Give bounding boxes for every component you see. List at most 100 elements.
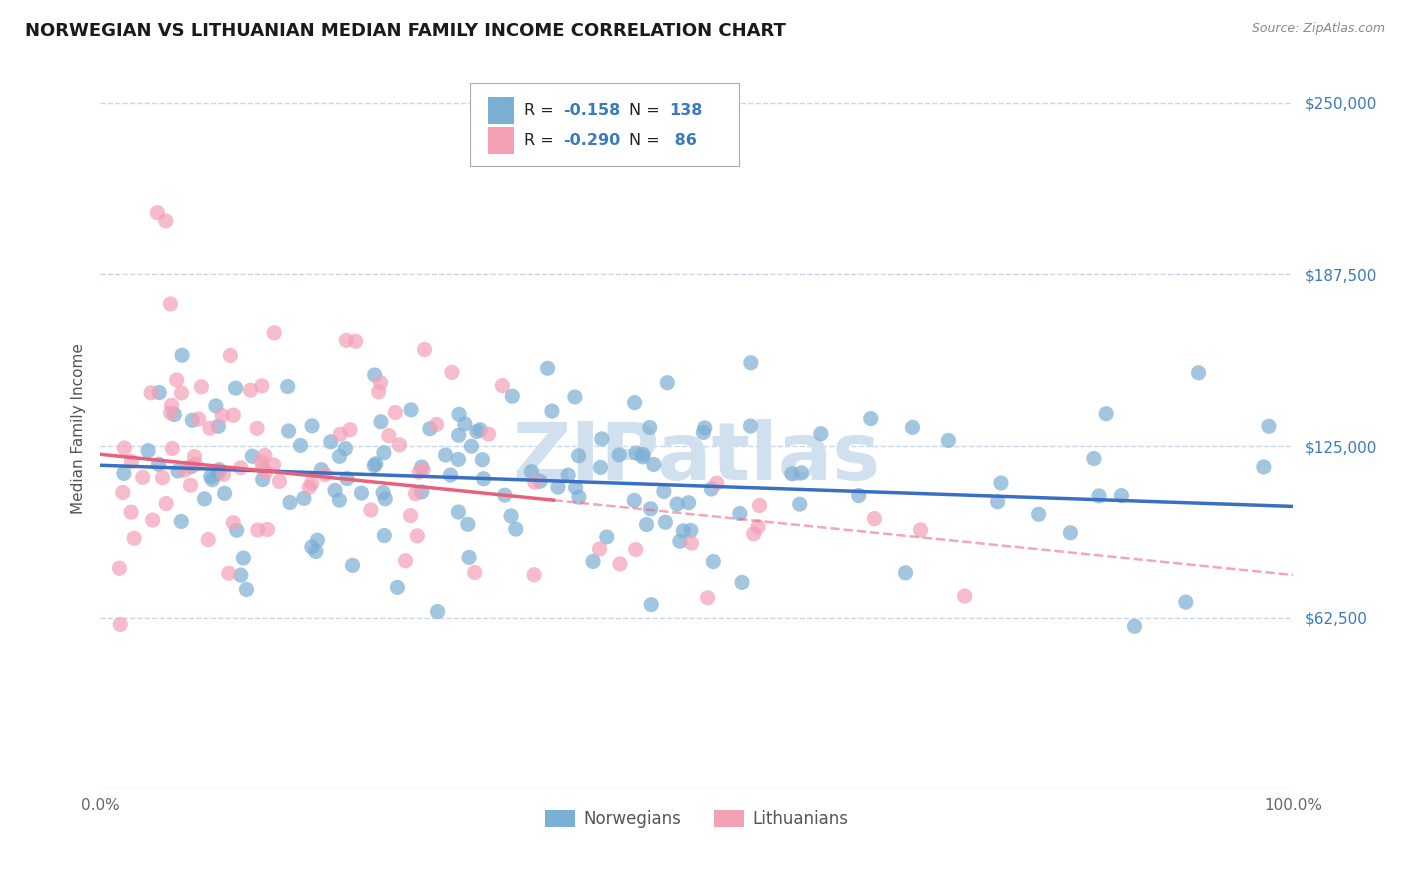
Point [747, 520, 769, 534]
Point [277, 424, 299, 438]
Point [447, 505, 470, 519]
Point [464, 566, 486, 580]
Point [541, 404, 564, 418]
Point [328, 493, 350, 508]
Point [167, 464, 190, 478]
Point [1095, 407, 1118, 421]
Point [374, 491, 396, 506]
Point [222, 408, 245, 422]
Point [624, 542, 647, 557]
Point [1028, 507, 1050, 521]
Legend: Norwegians, Lithuanians: Norwegians, Lithuanians [538, 804, 855, 835]
Point [654, 515, 676, 529]
Point [148, 457, 170, 471]
Point [863, 511, 886, 525]
Point [207, 419, 229, 434]
Point [246, 421, 269, 435]
Point [235, 582, 257, 597]
Point [112, 441, 135, 455]
Point [328, 450, 350, 464]
Point [254, 465, 277, 479]
Point [152, 471, 174, 485]
Point [250, 379, 273, 393]
Point [290, 438, 312, 452]
Point [591, 432, 613, 446]
Point [166, 373, 188, 387]
Point [669, 534, 692, 549]
Point [239, 383, 262, 397]
Point [1187, 366, 1209, 380]
Point [208, 463, 231, 477]
Point [987, 495, 1010, 509]
Point [373, 446, 395, 460]
Point [1088, 489, 1111, 503]
Point [155, 496, 177, 510]
Point [212, 467, 235, 482]
Point [1111, 489, 1133, 503]
Point [225, 523, 247, 537]
Point [780, 467, 803, 481]
Point [211, 409, 233, 423]
Bar [488, 127, 515, 154]
Point [405, 486, 427, 500]
Point [681, 536, 703, 550]
Point [108, 561, 131, 575]
Point [399, 508, 422, 523]
Point [471, 452, 494, 467]
Point [214, 486, 236, 500]
Point [292, 491, 315, 506]
Point [731, 575, 754, 590]
Point [170, 386, 193, 401]
Point [439, 468, 461, 483]
Point [370, 415, 392, 429]
Point [419, 422, 441, 436]
Point [1174, 595, 1197, 609]
Point [278, 495, 301, 509]
Point [434, 448, 457, 462]
Point [197, 533, 219, 547]
Point [547, 480, 569, 494]
Text: 138: 138 [669, 103, 703, 118]
Point [201, 473, 224, 487]
Point [399, 402, 422, 417]
Point [200, 469, 222, 483]
Point [790, 466, 813, 480]
Point [350, 486, 373, 500]
Point [305, 544, 328, 558]
Point [643, 458, 665, 472]
Point [465, 425, 488, 439]
Point [458, 550, 481, 565]
Point [207, 467, 229, 481]
Point [190, 380, 212, 394]
Point [666, 497, 689, 511]
Point [693, 421, 716, 435]
Text: -0.290: -0.290 [564, 133, 620, 148]
Point [388, 438, 411, 452]
Point [120, 505, 142, 519]
Point [426, 417, 449, 432]
Text: ZIPatlas: ZIPatlas [513, 418, 882, 497]
Point [155, 214, 177, 228]
Point [447, 452, 470, 467]
Point [110, 617, 132, 632]
Point [636, 517, 658, 532]
Point [222, 516, 245, 530]
Point [413, 343, 436, 357]
Point [173, 463, 195, 477]
Point [700, 482, 723, 496]
Point [457, 517, 479, 532]
Point [342, 558, 364, 573]
Y-axis label: Median Family Income: Median Family Income [72, 343, 86, 515]
Point [447, 428, 470, 442]
Point [582, 554, 605, 568]
Point [678, 496, 700, 510]
Bar [488, 96, 515, 124]
Point [426, 605, 449, 619]
Point [568, 490, 591, 504]
Point [520, 465, 543, 479]
Point [564, 481, 586, 495]
Point [568, 449, 591, 463]
Point [672, 524, 695, 538]
Point [742, 527, 765, 541]
Point [523, 567, 546, 582]
